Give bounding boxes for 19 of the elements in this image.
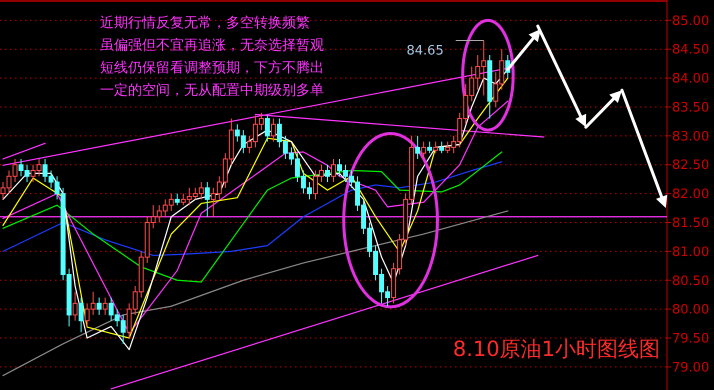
y-tick-label: 79.50	[672, 332, 710, 347]
annotation: 一定的空间，无从配置中期级别多单	[100, 82, 324, 98]
annotation: 虽偏强但不宜再追涨，无奈选择暂观	[100, 38, 324, 54]
y-tick-label: 81.00	[672, 244, 710, 260]
annotation: 近期行情反复无常，多空转换频繁	[100, 15, 310, 31]
annotation: 短线仍保留看调整预期，下方不腾出	[100, 60, 324, 76]
y-tick-label: 80.00	[672, 302, 710, 318]
y-tick-label: 79.00	[672, 360, 710, 376]
y-tick-label: 84.00	[672, 72, 710, 87]
y-tick-label: 84.50	[672, 42, 710, 58]
y-tick-label: 82.50	[672, 158, 710, 174]
y-tick-label: 83.00	[672, 129, 710, 144]
text: 8.10原油1小时图线图	[452, 337, 660, 361]
y-tick-label: 80.50	[672, 274, 710, 289]
y-tick-label: 81.50	[672, 216, 710, 231]
y-tick-label: 82.00	[672, 187, 710, 202]
annotation: 84.65	[406, 44, 444, 59]
y-tick-label: 83.50	[672, 100, 710, 116]
y-tick-label: 85.00	[672, 14, 710, 29]
